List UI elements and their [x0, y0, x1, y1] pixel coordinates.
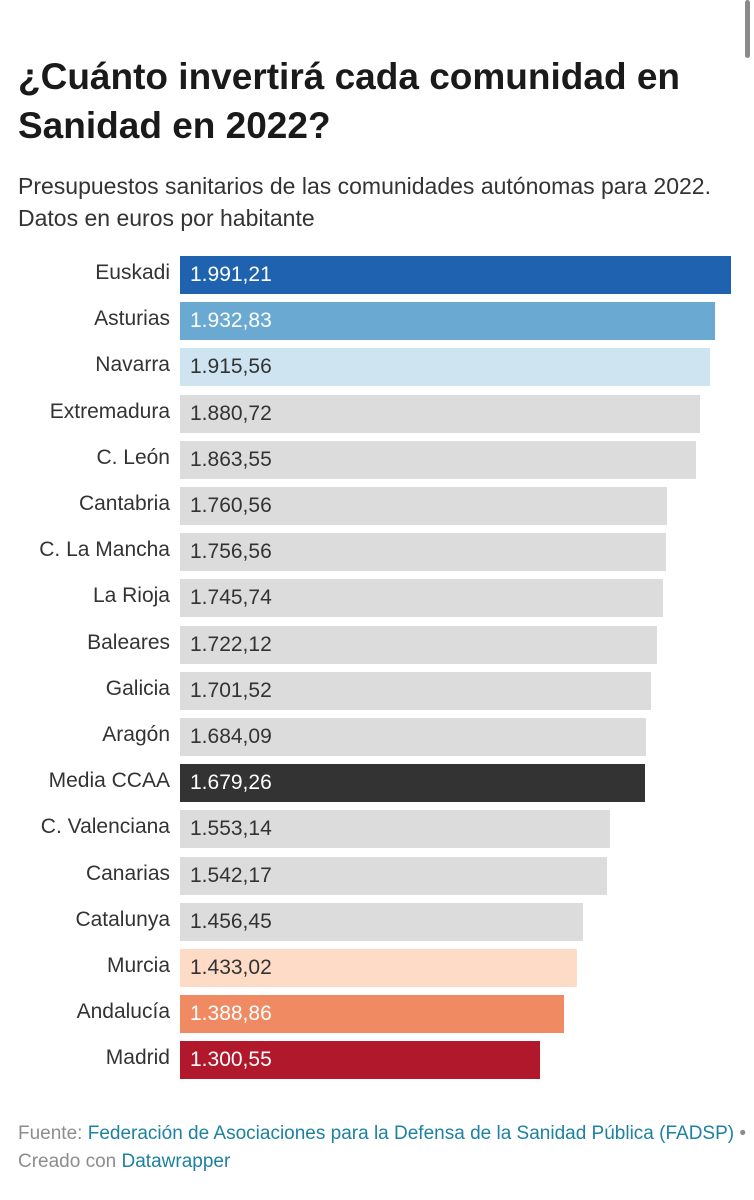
- bar: 1.991,21: [180, 256, 731, 294]
- bar: 1.880,72: [180, 394, 701, 433]
- category-label: Galicia: [105, 676, 170, 700]
- chart-row: Canarias 1.542,17: [0, 851, 754, 897]
- bar-value-label: 1.456,45: [190, 909, 272, 933]
- chart-row: Madrid 1.300,55: [0, 1035, 754, 1081]
- source-link[interactable]: Federación de Asociaciones para la Defen…: [87, 1123, 735, 1144]
- bar: 1.684,09: [180, 718, 646, 756]
- bar: 1.701,52: [180, 671, 651, 710]
- bar: 1.300,55: [180, 1041, 540, 1080]
- category-label: Extremadura: [49, 399, 170, 423]
- chart-row: Andalucía 1.388,86: [0, 989, 754, 1035]
- bar: 1.745,74: [180, 579, 664, 618]
- bar-value-label: 1.915,56: [190, 355, 272, 379]
- chart-title: ¿Cuánto invertirá cada comunidad en Sani…: [18, 56, 681, 146]
- category-label: Catalunya: [75, 907, 170, 931]
- bar: 1.915,56: [180, 348, 711, 387]
- bar-chart: Euskadi 1.991,21 Asturias 1.932,83 Navarra 1.…: [0, 250, 754, 1090]
- bar-value-label: 1.932,83: [190, 309, 272, 333]
- category-label: C. León: [96, 445, 170, 469]
- bar-value-label: 1.388,86: [190, 1002, 272, 1026]
- datawrapper-link[interactable]: Datawrapper: [121, 1151, 231, 1172]
- category-label: Euskadi: [95, 261, 170, 284]
- category-label: Media CCAA: [48, 769, 170, 793]
- chart-row: Galicia 1.701,52: [0, 666, 754, 712]
- category-label: Baleares: [87, 630, 170, 654]
- category-label: Aragón: [102, 723, 170, 746]
- chart-row: Aragón 1.684,09: [0, 712, 754, 758]
- bar-value-label: 1.760,56: [190, 494, 272, 517]
- bar: 1.553,14: [180, 810, 610, 849]
- category-label: La Rioja: [92, 584, 170, 608]
- bar: 1.456,45: [180, 902, 583, 941]
- bar-value-label: 1.722,12: [190, 632, 272, 656]
- created-label: Creado con: [18, 1151, 117, 1172]
- bar-value-label: 1.880,72: [190, 401, 272, 425]
- bar-value-label: 1.684,09: [190, 725, 272, 748]
- chart-row: Extremadura 1.880,72: [0, 389, 754, 435]
- chart-row: C. León 1.863,55: [0, 435, 754, 481]
- category-label: C. La Mancha: [39, 538, 170, 562]
- bar: 1.932,83: [180, 302, 715, 341]
- bar: 1.679,26: [180, 764, 645, 803]
- chart-row: Cantabria 1.760,56: [0, 481, 754, 527]
- bar: 1.760,56: [180, 487, 668, 525]
- bar-value-label: 1.542,17: [190, 863, 272, 887]
- bar-value-label: 1.300,55: [190, 1048, 272, 1072]
- chart-row: Asturias 1.932,83: [0, 296, 754, 342]
- bar-value-label: 1.553,14: [190, 817, 272, 841]
- bar: 1.542,17: [180, 856, 607, 895]
- category-label: Murcia: [106, 954, 170, 977]
- chart-row: Euskadi 1.991,21: [0, 250, 754, 296]
- source-label: Fuente:: [18, 1123, 83, 1144]
- chart-row: Murcia 1.433,02: [0, 943, 754, 989]
- bar-value-label: 1.701,52: [190, 678, 272, 702]
- chart-footer: Fuente: Federación de Asociaciones para …: [18, 1120, 748, 1176]
- category-label: Madrid: [105, 1046, 170, 1070]
- bar-value-label: 1.679,26: [190, 771, 272, 795]
- bar-value-label: 1.863,55: [190, 447, 272, 471]
- category-label: Andalucía: [76, 1000, 170, 1024]
- bar: 1.388,86: [180, 995, 565, 1034]
- bar-value-label: 1.745,74: [190, 586, 272, 610]
- chart-row: La Rioja 1.745,74: [0, 573, 754, 619]
- chart-subtitle: Presupuestos sanitarios de las comunidad…: [18, 173, 711, 231]
- chart-row: Baleares 1.722,12: [0, 620, 754, 666]
- scrollbar-thumb[interactable]: [745, 0, 750, 58]
- chart-row: Navarra 1.915,56: [0, 342, 754, 388]
- category-label: Canarias: [85, 861, 170, 885]
- category-label: C. Valenciana: [40, 815, 170, 839]
- bar-value-label: 1.991,21: [190, 263, 272, 286]
- category-label: Cantabria: [78, 492, 170, 515]
- chart-row: Media CCAA 1.679,26: [0, 758, 754, 804]
- category-label: Navarra: [95, 353, 170, 377]
- category-label: Asturias: [94, 307, 170, 331]
- chart-row: C. Valenciana 1.553,14: [0, 804, 754, 850]
- bar-value-label: 1.433,02: [190, 956, 272, 979]
- bar-value-label: 1.756,56: [190, 540, 272, 564]
- footer-separator: •: [739, 1123, 747, 1144]
- chart-row: Catalunya 1.456,45: [0, 897, 754, 943]
- bar: 1.433,02: [180, 949, 577, 987]
- chart-row: C. La Mancha 1.756,56: [0, 527, 754, 573]
- bar: 1.863,55: [180, 440, 696, 479]
- bar: 1.756,56: [180, 533, 667, 572]
- bar: 1.722,12: [180, 625, 657, 664]
